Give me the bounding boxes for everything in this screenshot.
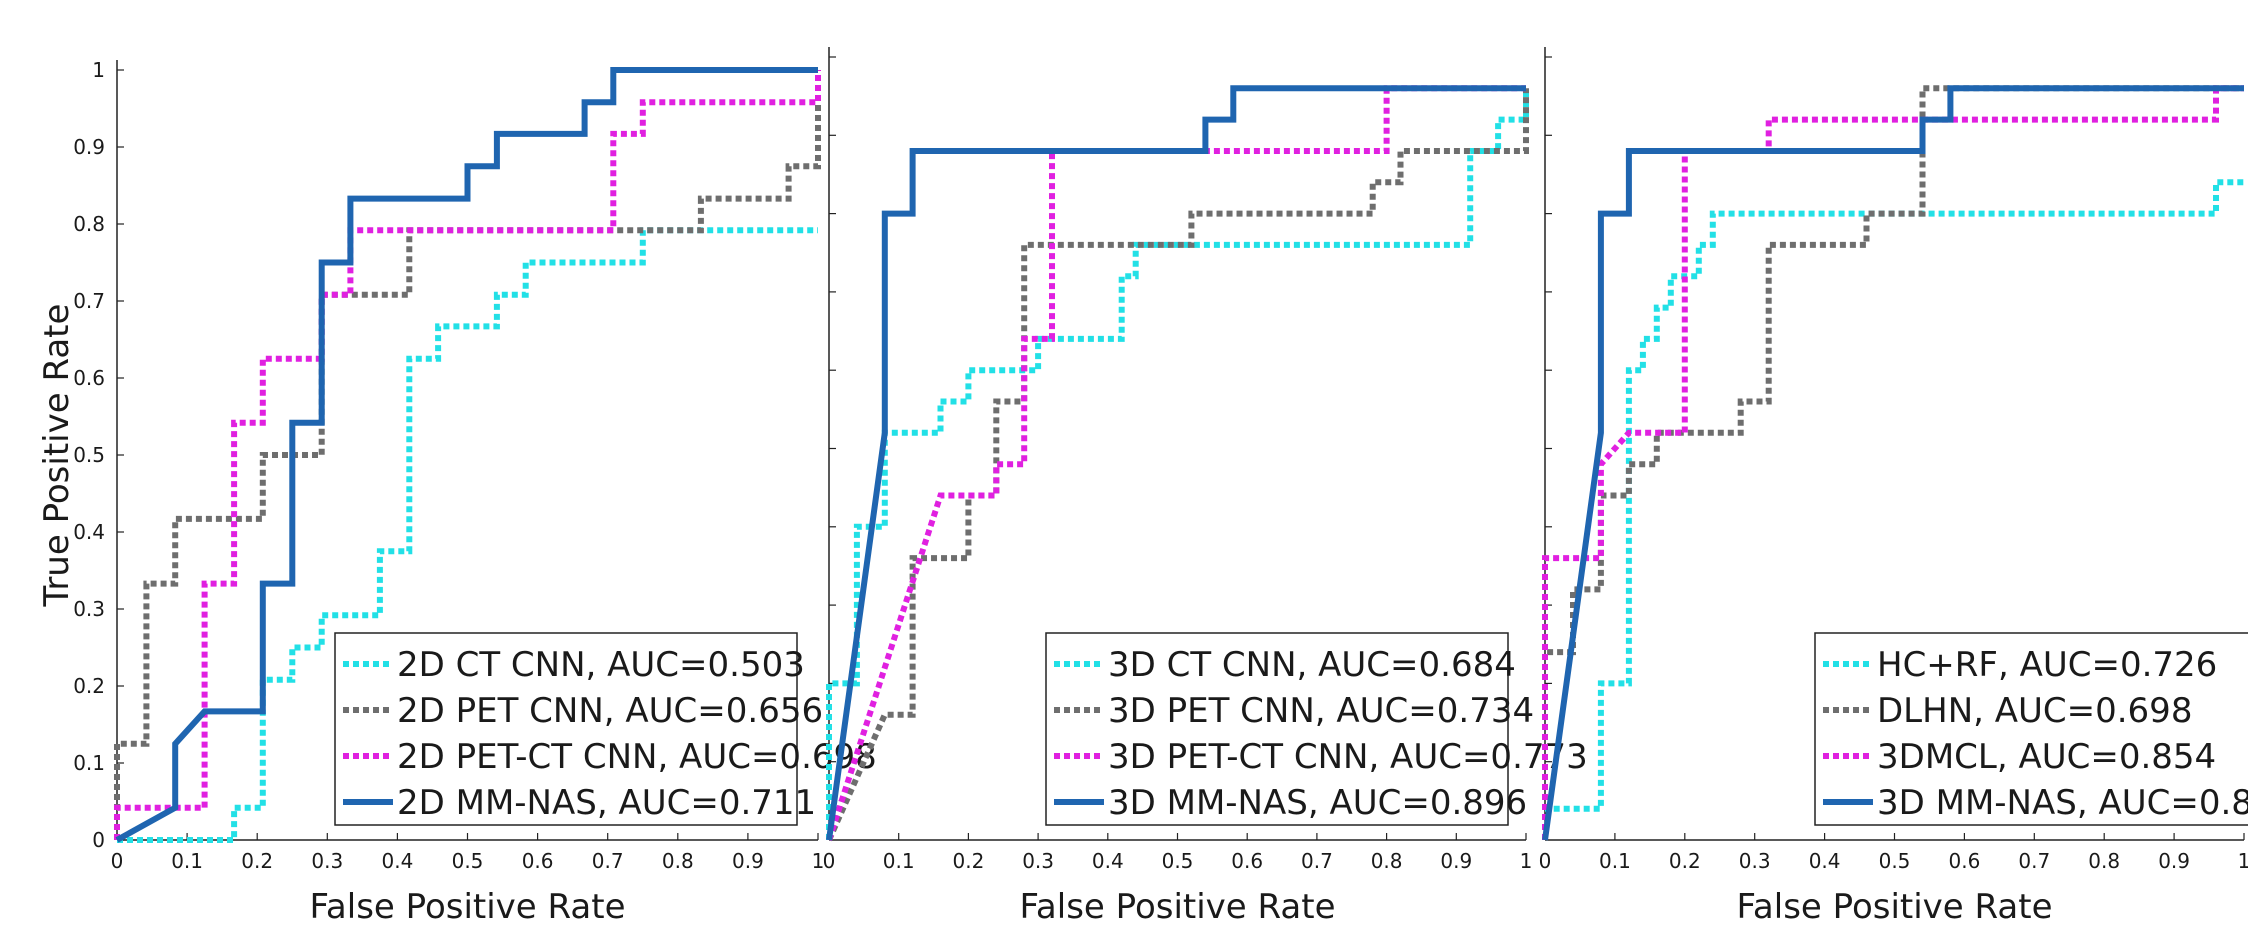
x-tick-label: 0.8: [1371, 849, 1403, 873]
legend: HC+RF, AUC=0.726 DLHN, AUC=0.698 3DMCL, AU…: [1814, 632, 2248, 826]
legend-label: DLHN, AUC=0.698: [1877, 691, 2192, 731]
roc-series-3: [1542, 85, 2244, 840]
x-tick-label: 0.1: [171, 849, 203, 873]
y-tick-label: 0.8: [73, 212, 105, 236]
legend-label: 2D PET CNN, AUC=0.656: [397, 691, 823, 731]
legend-label: 3D PET CNN, AUC=0.734: [1108, 691, 1534, 731]
legend-label: 3D MM-NAS, AUC=0.896: [1877, 783, 2248, 823]
y-tick-label: 0.7: [73, 289, 105, 313]
roc-panel-2: 0 0.1 0.2 0.3 0.4 0.5 0.6 0.7 0.8 0.9 1 False Posit…: [823, 47, 1588, 927]
roc-panels: 0 0.1 0.2 0.3 0.4 0.5 0.6 0.7 0.8 0.9 100.10.20.30…: [73, 47, 2248, 927]
x-tick-label: 1: [812, 849, 825, 873]
x-tick-label: 0.4: [1092, 849, 1124, 873]
x-tick-label: 0.6: [522, 849, 554, 873]
y-tick-label: 1: [92, 58, 105, 82]
legend-box: [1045, 632, 1509, 826]
roc-series-1: [1542, 179, 2244, 840]
y-tick-label: 0.6: [73, 366, 105, 390]
legend-label: 3D PET-CT CNN, AUC=0.773: [1108, 737, 1588, 777]
legend-box: [1814, 632, 2248, 826]
x-axis-title: False Positive Rate: [1020, 887, 1336, 927]
x-tick-label: 0.3: [311, 849, 343, 873]
roc-series-3: [826, 85, 1526, 841]
x-tick-label: 0.2: [952, 849, 984, 873]
x-tick-label: 0.9: [732, 849, 764, 873]
x-tick-label: 0.1: [1599, 849, 1631, 873]
legend-label: 3D MM-NAS, AUC=0.896: [1108, 783, 1527, 823]
x-tick-label: 0: [823, 849, 836, 873]
legend-label: 3D CT CNN, AUC=0.684: [1108, 645, 1516, 685]
x-tick-label: 0.1: [883, 849, 915, 873]
x-tick-label: 0.7: [2018, 849, 2050, 873]
y-tick-label: 0.5: [73, 443, 105, 467]
x-tick-label: 1: [1520, 849, 1533, 873]
x-tick-label: 1: [2238, 849, 2248, 873]
x-tick-label: 0.7: [592, 849, 624, 873]
y-tick-label: 0.1: [73, 751, 105, 775]
legend: 2D CT CNN, AUC=0.503 2D PET CNN, AUC=0.65…: [334, 632, 877, 826]
legend: 3D CT CNN, AUC=0.684 3D PET CNN, AUC=0.73…: [1045, 632, 1588, 826]
x-tick-label: 0.6: [1948, 849, 1980, 873]
y-tick-label: 0.4: [73, 520, 105, 544]
legend-label: HC+RF, AUC=0.726: [1877, 645, 2217, 685]
legend-label: 2D CT CNN, AUC=0.503: [397, 645, 805, 685]
roc-series-2: [826, 88, 1529, 842]
x-tick-label: 0.4: [381, 849, 413, 873]
roc-panel-1: 0 0.1 0.2 0.3 0.4 0.5 0.6 0.7 0.8 0.9 100.10.20.30…: [73, 58, 877, 927]
x-tick-label: 0: [1539, 849, 1552, 873]
roc-series-4: [1542, 85, 2244, 841]
x-tick-label: 0.4: [1809, 849, 1841, 873]
figure-y-axis-title: True Positive Rate: [37, 304, 77, 608]
legend-label: 3DMCL, AUC=0.854: [1877, 737, 2216, 777]
y-tick-label: 0.2: [73, 674, 105, 698]
roc-series-4: [826, 85, 1526, 841]
legend-label: 2D PET-CT CNN, AUC=0.698: [397, 737, 877, 777]
x-tick-label: 0.9: [2158, 849, 2190, 873]
x-tick-label: 0.5: [1162, 849, 1194, 873]
x-tick-label: 0.8: [2088, 849, 2120, 873]
legend-box: [334, 632, 798, 826]
legend-label: 2D MM-NAS, AUC=0.711: [397, 783, 816, 823]
roc-series-1: [117, 227, 818, 843]
x-axis-title: False Positive Rate: [1737, 887, 2053, 927]
x-axis-title: False Positive Rate: [310, 887, 626, 927]
x-tick-label: 0.3: [1022, 849, 1054, 873]
x-tick-label: 0.5: [1879, 849, 1911, 873]
x-tick-label: 0.5: [452, 849, 484, 873]
y-tick-label: 0: [92, 828, 105, 852]
x-tick-label: 0.8: [662, 849, 694, 873]
x-tick-label: 0.2: [241, 849, 273, 873]
x-tick-label: 0.3: [1739, 849, 1771, 873]
x-tick-label: 0.7: [1301, 849, 1333, 873]
y-tick-label: 0.9: [73, 135, 105, 159]
x-tick-label: 0.2: [1669, 849, 1701, 873]
y-tick-label: 0.3: [73, 597, 105, 621]
x-tick-label: 0: [111, 849, 124, 873]
roc-series-4: [115, 67, 818, 843]
x-tick-label: 0.6: [1231, 849, 1263, 873]
x-tick-label: 0.9: [1440, 849, 1472, 873]
roc-panel-3: 0 0.1 0.2 0.3 0.4 0.5 0.6 0.7 0.8 0.9 1 False Posit…: [1539, 47, 2248, 927]
